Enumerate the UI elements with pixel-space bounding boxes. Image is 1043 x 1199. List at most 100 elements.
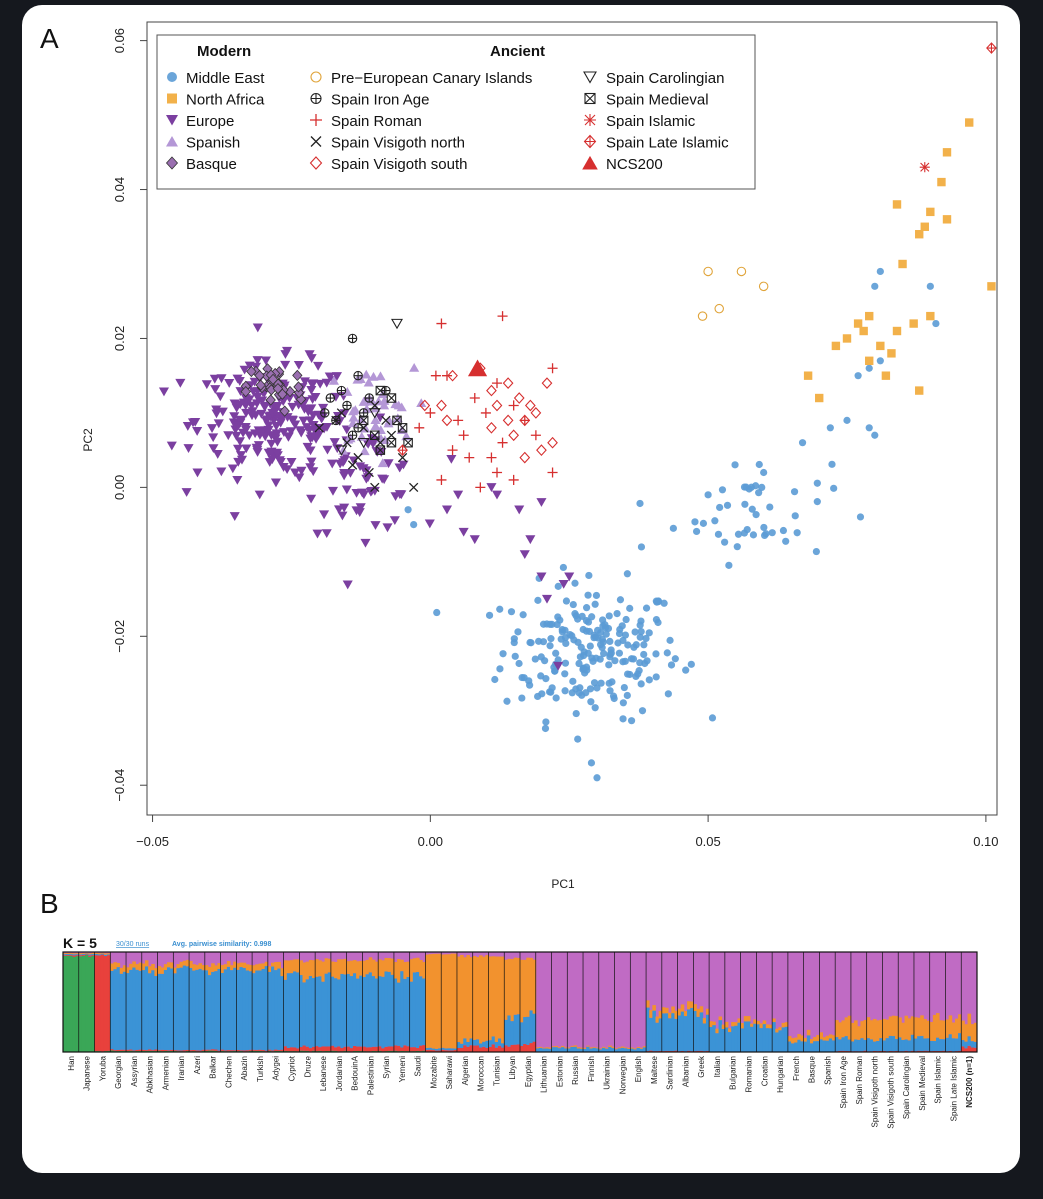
point-middle-east [636, 621, 644, 629]
point-middle-east [716, 503, 724, 512]
point-spain-roman [436, 474, 447, 485]
point-europe [183, 444, 194, 453]
admixture-column-lithuanian [535, 1046, 552, 1052]
point-north-africa [815, 393, 824, 403]
point-europe [329, 438, 340, 447]
legend-entry-europe: Europe [166, 113, 234, 130]
point-middle-east [813, 479, 821, 487]
point-spain-visigoth-south [486, 384, 497, 397]
population-label-azeri: Azeri [193, 1056, 202, 1074]
point-europe [389, 516, 400, 526]
point-spain-medieval [358, 415, 369, 426]
point-europe [217, 407, 228, 417]
population-label-druze: Druze [303, 1055, 312, 1077]
point-europe [229, 512, 240, 521]
point-europe [252, 448, 263, 457]
point-spain-visigoth-south [519, 451, 531, 464]
point-spain-visigoth-south [436, 399, 447, 412]
point-middle-east [791, 512, 799, 520]
admixture-column-abazin [236, 962, 253, 1052]
admixture-column-algerian [456, 954, 474, 1052]
population-label-spain-iron-age: Spain Iron Age [839, 1055, 848, 1108]
point-spain-visigoth-south [502, 377, 514, 389]
point-europe [383, 459, 394, 469]
admixture-column-finnish [583, 1045, 600, 1052]
point-middle-east [748, 505, 756, 513]
point-middle-east [499, 650, 507, 658]
point-middle-east [578, 612, 586, 620]
point-middle-east [559, 563, 567, 572]
point-spain-visigoth-south [508, 429, 520, 442]
admixture-column-spain-late-islamic [945, 1014, 962, 1052]
point-europe [313, 361, 324, 371]
population-label-italian: Italian [713, 1056, 722, 1077]
point-europe [280, 360, 291, 370]
point-spain-carolingian [368, 408, 381, 419]
scatter-points [158, 42, 997, 782]
population-label-english: English [634, 1056, 643, 1082]
point-middle-east [626, 604, 634, 612]
point-spain-late-islamic [986, 42, 997, 54]
point-middle-east [755, 489, 763, 497]
admixture-column-spain-visigoth-south [882, 1015, 899, 1052]
legend-ancient-header: Ancient [490, 43, 545, 60]
point-europe [321, 529, 332, 539]
point-middle-east [637, 627, 645, 636]
population-label-ncs200-n-1: NCS200 (n=1) [965, 1056, 974, 1108]
point-spain-visigoth-north [397, 452, 408, 463]
runs-link[interactable]: 30/30 runs [116, 941, 150, 948]
point-europe [260, 356, 272, 366]
y-tick-label: 0.02 [112, 326, 127, 351]
point-europe [252, 323, 263, 333]
point-pre-european-canary-islands [758, 281, 769, 292]
y-axis-label: PC2 [81, 428, 95, 452]
point-europe [304, 426, 315, 435]
admixture-population-labels: Han Japanese Yoruba Georgian Assyrian Abkhasi… [67, 1055, 974, 1129]
point-middle-east [645, 676, 653, 684]
similarity-label: Avg. pairwise similarity: 0.998 [172, 941, 271, 948]
point-europe [295, 426, 306, 436]
point-europe [370, 521, 381, 530]
point-middle-east [527, 639, 535, 647]
point-middle-east [584, 618, 593, 626]
point-middle-east [592, 591, 601, 600]
point-spanish [370, 403, 381, 413]
point-spain-visigoth-south [447, 369, 458, 382]
point-middle-east [602, 630, 610, 638]
point-europe [394, 463, 405, 473]
point-middle-east [758, 483, 766, 492]
point-middle-east [623, 570, 631, 578]
point-spain-visigoth-south [519, 414, 531, 427]
point-middle-east [546, 642, 554, 650]
point-middle-east [590, 679, 599, 687]
legend-entry-spain-visigoth-south: Spain Visigoth south [309, 156, 468, 173]
point-europe [312, 529, 323, 539]
legend-marker-spain-medieval [584, 92, 596, 105]
point-europe [232, 444, 244, 454]
point-middle-east [531, 655, 539, 663]
point-middle-east [854, 372, 862, 380]
legend-marker-middle-east [167, 72, 177, 82]
point-europe [270, 478, 281, 488]
point-middle-east [534, 596, 542, 604]
point-europe [263, 421, 274, 431]
point-north-africa [865, 311, 874, 321]
point-middle-east [562, 639, 570, 648]
point-spain-roman [447, 445, 458, 456]
point-middle-east [519, 611, 527, 619]
point-middle-east [828, 460, 836, 468]
point-europe [235, 400, 246, 410]
point-europe [458, 527, 469, 537]
point-middle-east [632, 672, 640, 681]
point-europe [246, 401, 257, 411]
admixture-column-assyrian [126, 961, 143, 1052]
population-label-assyrian: Assyrian [130, 1056, 139, 1087]
admixture-column-maltese [646, 1000, 663, 1052]
population-label-spain-roman: Spain Roman [855, 1056, 864, 1104]
series-north-africa [803, 118, 996, 403]
point-spanish [348, 412, 359, 422]
population-label-abkhasian: Abkhasian [146, 1056, 155, 1093]
point-middle-east [574, 735, 582, 743]
admixture-column-english [630, 1046, 647, 1052]
point-europe [215, 392, 226, 402]
